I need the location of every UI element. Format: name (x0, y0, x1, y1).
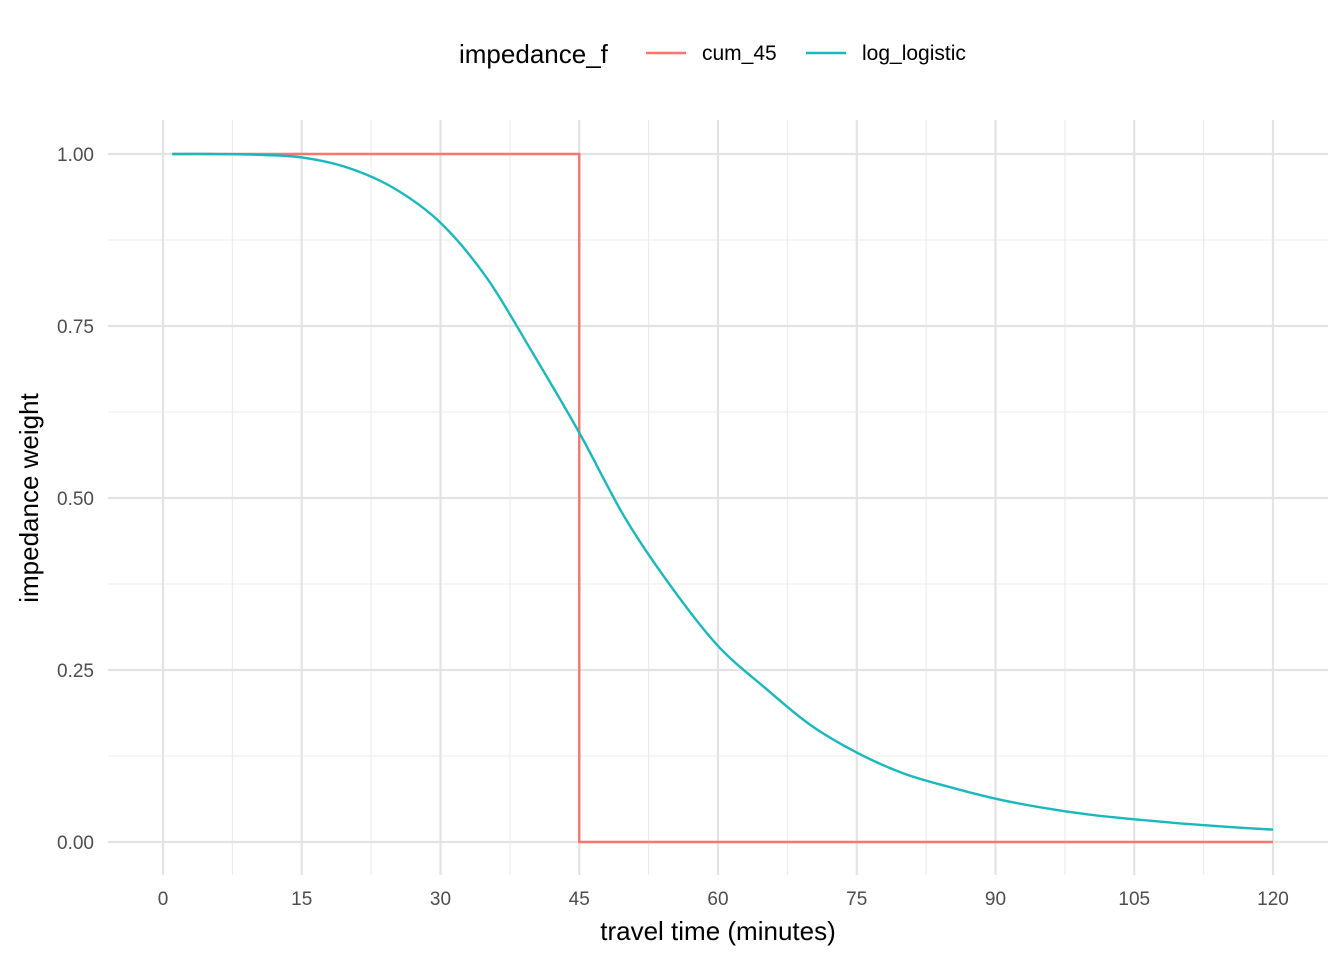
legend-item-log-logistic: log_logistic (806, 42, 966, 65)
y-tick-label: 0.25 (57, 661, 94, 682)
x-tick-label: 120 (1257, 889, 1289, 910)
major-gridlines (108, 120, 1328, 875)
legend-label: cum_45 (702, 42, 777, 65)
series-layer (172, 152, 1274, 844)
legend-label: log_logistic (862, 42, 966, 65)
legend-items: cum_45 log_logistic (646, 42, 966, 65)
y-tick-label: 0.50 (57, 489, 94, 510)
x-tick-label: 45 (569, 889, 590, 910)
y-tick-label: 1.00 (57, 145, 94, 166)
x-tick-label: 105 (1118, 889, 1150, 910)
x-tick-label: 90 (985, 889, 1006, 910)
series-line-cum-45 (172, 152, 1273, 844)
x-tick-label: 0 (158, 889, 169, 910)
x-axis-title: travel time (minutes) (600, 916, 836, 946)
x-tick-label: 75 (846, 889, 867, 910)
legend-item-cum-45: cum_45 (646, 42, 777, 65)
series-line-log-logistic (172, 152, 1274, 831)
legend: impedance_f cum_45 log_logistic (459, 39, 966, 69)
x-tick-label: 15 (291, 889, 312, 910)
y-tick-label: 0.75 (57, 317, 94, 338)
y-tick-label: 0.00 (57, 833, 94, 854)
x-tick-label: 30 (430, 889, 451, 910)
y-axis-title: impedance weight (14, 392, 44, 602)
x-tick-label: 60 (707, 889, 728, 910)
legend-title: impedance_f (459, 39, 609, 69)
y-axis-tick-labels: 0.00 0.25 0.50 0.75 1.00 (57, 145, 94, 854)
x-axis-tick-labels: 0 15 30 45 60 75 90 105 120 (158, 889, 1289, 910)
